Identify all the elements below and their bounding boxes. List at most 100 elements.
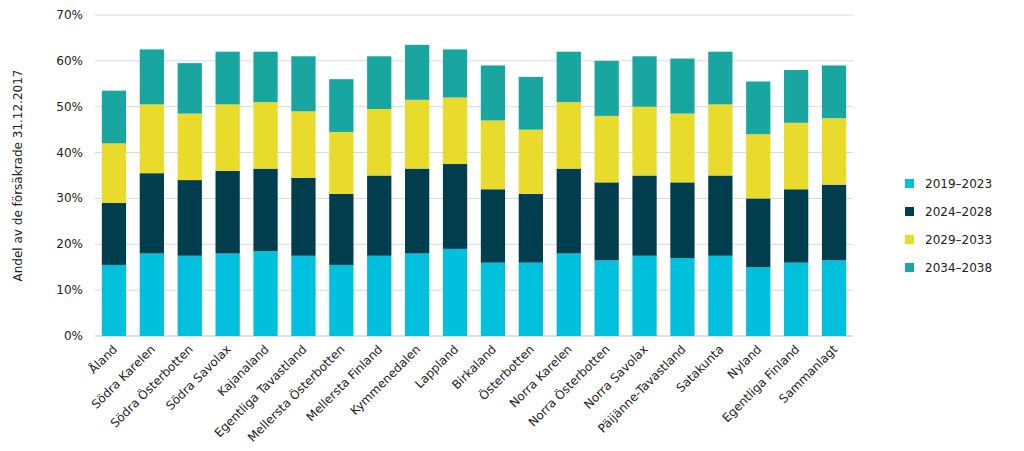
bar-segment [140, 104, 164, 173]
bar-segment [632, 107, 656, 176]
bar-segment [632, 256, 656, 336]
y-tick-label: 60% [56, 54, 83, 68]
bar-segment [595, 182, 619, 260]
legend-label: 2019–2023 [925, 177, 992, 191]
bar-segment [216, 52, 240, 105]
legend: 2019–20232024–20282029–20332034–2038 [905, 177, 992, 275]
bar-segment [481, 65, 505, 120]
grid-line [95, 290, 853, 291]
y-tick-label: 30% [56, 191, 83, 205]
bar-segment [291, 178, 315, 256]
x-tick-label: Södra Karelen [89, 342, 158, 411]
bar-segment [670, 258, 694, 336]
bar-segment [481, 263, 505, 336]
grid-line [95, 198, 853, 199]
bar-segment [822, 65, 846, 118]
bar-segment [253, 102, 277, 168]
bar-segment [746, 134, 770, 198]
y-tick-label: 50% [56, 100, 83, 114]
y-axis-label: Andel av de försäkrade 31.12.2017 [11, 70, 25, 282]
grid-line [95, 244, 853, 245]
bar-segment [329, 132, 353, 194]
bar-segment [784, 123, 808, 189]
legend-label: 2029–2033 [925, 233, 992, 247]
bar-segment [632, 176, 656, 256]
grid-line [95, 106, 853, 107]
bar-segment [216, 171, 240, 254]
bar-segment [405, 253, 429, 336]
bar-segment [670, 59, 694, 114]
bar-segment [178, 114, 202, 180]
bar-segment [367, 256, 391, 336]
y-tick-label: 70% [56, 8, 83, 22]
x-tick-label: Sammanlagt [776, 342, 840, 406]
bar-segment [557, 102, 581, 168]
bar-segment [595, 260, 619, 336]
legend-swatch [905, 179, 914, 188]
bar-segment [443, 249, 467, 336]
legend-swatch [905, 235, 914, 244]
bar-segment [405, 45, 429, 100]
bar-segment [178, 63, 202, 113]
bar-segment [822, 118, 846, 184]
grid-line [95, 60, 853, 61]
bar-segment [253, 251, 277, 336]
bar-segment [405, 100, 429, 169]
bar-segment [784, 70, 808, 123]
bar-segment [443, 98, 467, 164]
chart: 0%10%20%30%40%50%60%70%Andel av de försä… [0, 0, 1024, 451]
bar-segment [178, 180, 202, 256]
bar-segment [405, 169, 429, 254]
bar-segment [367, 176, 391, 256]
bar-segment [746, 198, 770, 267]
bar-segment [367, 56, 391, 109]
y-tick-label: 0% [64, 329, 83, 343]
bar-segment [670, 114, 694, 183]
bar-segment [291, 256, 315, 336]
x-tick-label: Södra Savolax [163, 342, 234, 413]
bar-segment [708, 52, 732, 105]
bar-segment [329, 265, 353, 336]
x-tick-label: Norra Savolax [581, 342, 651, 412]
bar-segment [102, 203, 126, 265]
bar-segment [291, 111, 315, 177]
bar-segment [708, 176, 732, 256]
bar-segment [557, 253, 581, 336]
bar-segment [253, 52, 277, 102]
y-tick-label: 20% [56, 237, 83, 251]
bar-segment [557, 169, 581, 254]
bar-segment [557, 52, 581, 102]
legend-label: 2024–2028 [925, 205, 992, 219]
bar-segment [822, 260, 846, 336]
bar-segment [216, 104, 240, 170]
bar-segment [632, 56, 656, 106]
bar-segment [443, 164, 467, 249]
bar-segment [519, 263, 543, 336]
bar-segment [178, 256, 202, 336]
bar-segment [784, 189, 808, 262]
bar-segment [102, 265, 126, 336]
bar-segment [708, 104, 732, 175]
bar-segment [481, 120, 505, 189]
x-tick-label: Satakunta [674, 342, 727, 395]
grid-line [95, 336, 853, 337]
grid-line [95, 152, 853, 153]
bar-segment [140, 49, 164, 104]
bar-segment [595, 116, 619, 182]
bar-segment [519, 130, 543, 194]
bar-segment [329, 79, 353, 132]
bar-segment [519, 77, 543, 130]
bar-segment [367, 109, 391, 175]
bar-segment [784, 263, 808, 336]
bar-segment [216, 253, 240, 336]
grid-line [95, 15, 853, 16]
bar-segment [140, 173, 164, 253]
bar-segment [822, 185, 846, 261]
bar-segment [329, 194, 353, 265]
bar-segment [253, 169, 277, 252]
bar-segment [746, 81, 770, 134]
y-tick-label: 10% [56, 283, 83, 297]
bar-segment [746, 267, 770, 336]
bar-segment [140, 253, 164, 336]
x-tick-label: Kymmenedalen [348, 342, 424, 418]
